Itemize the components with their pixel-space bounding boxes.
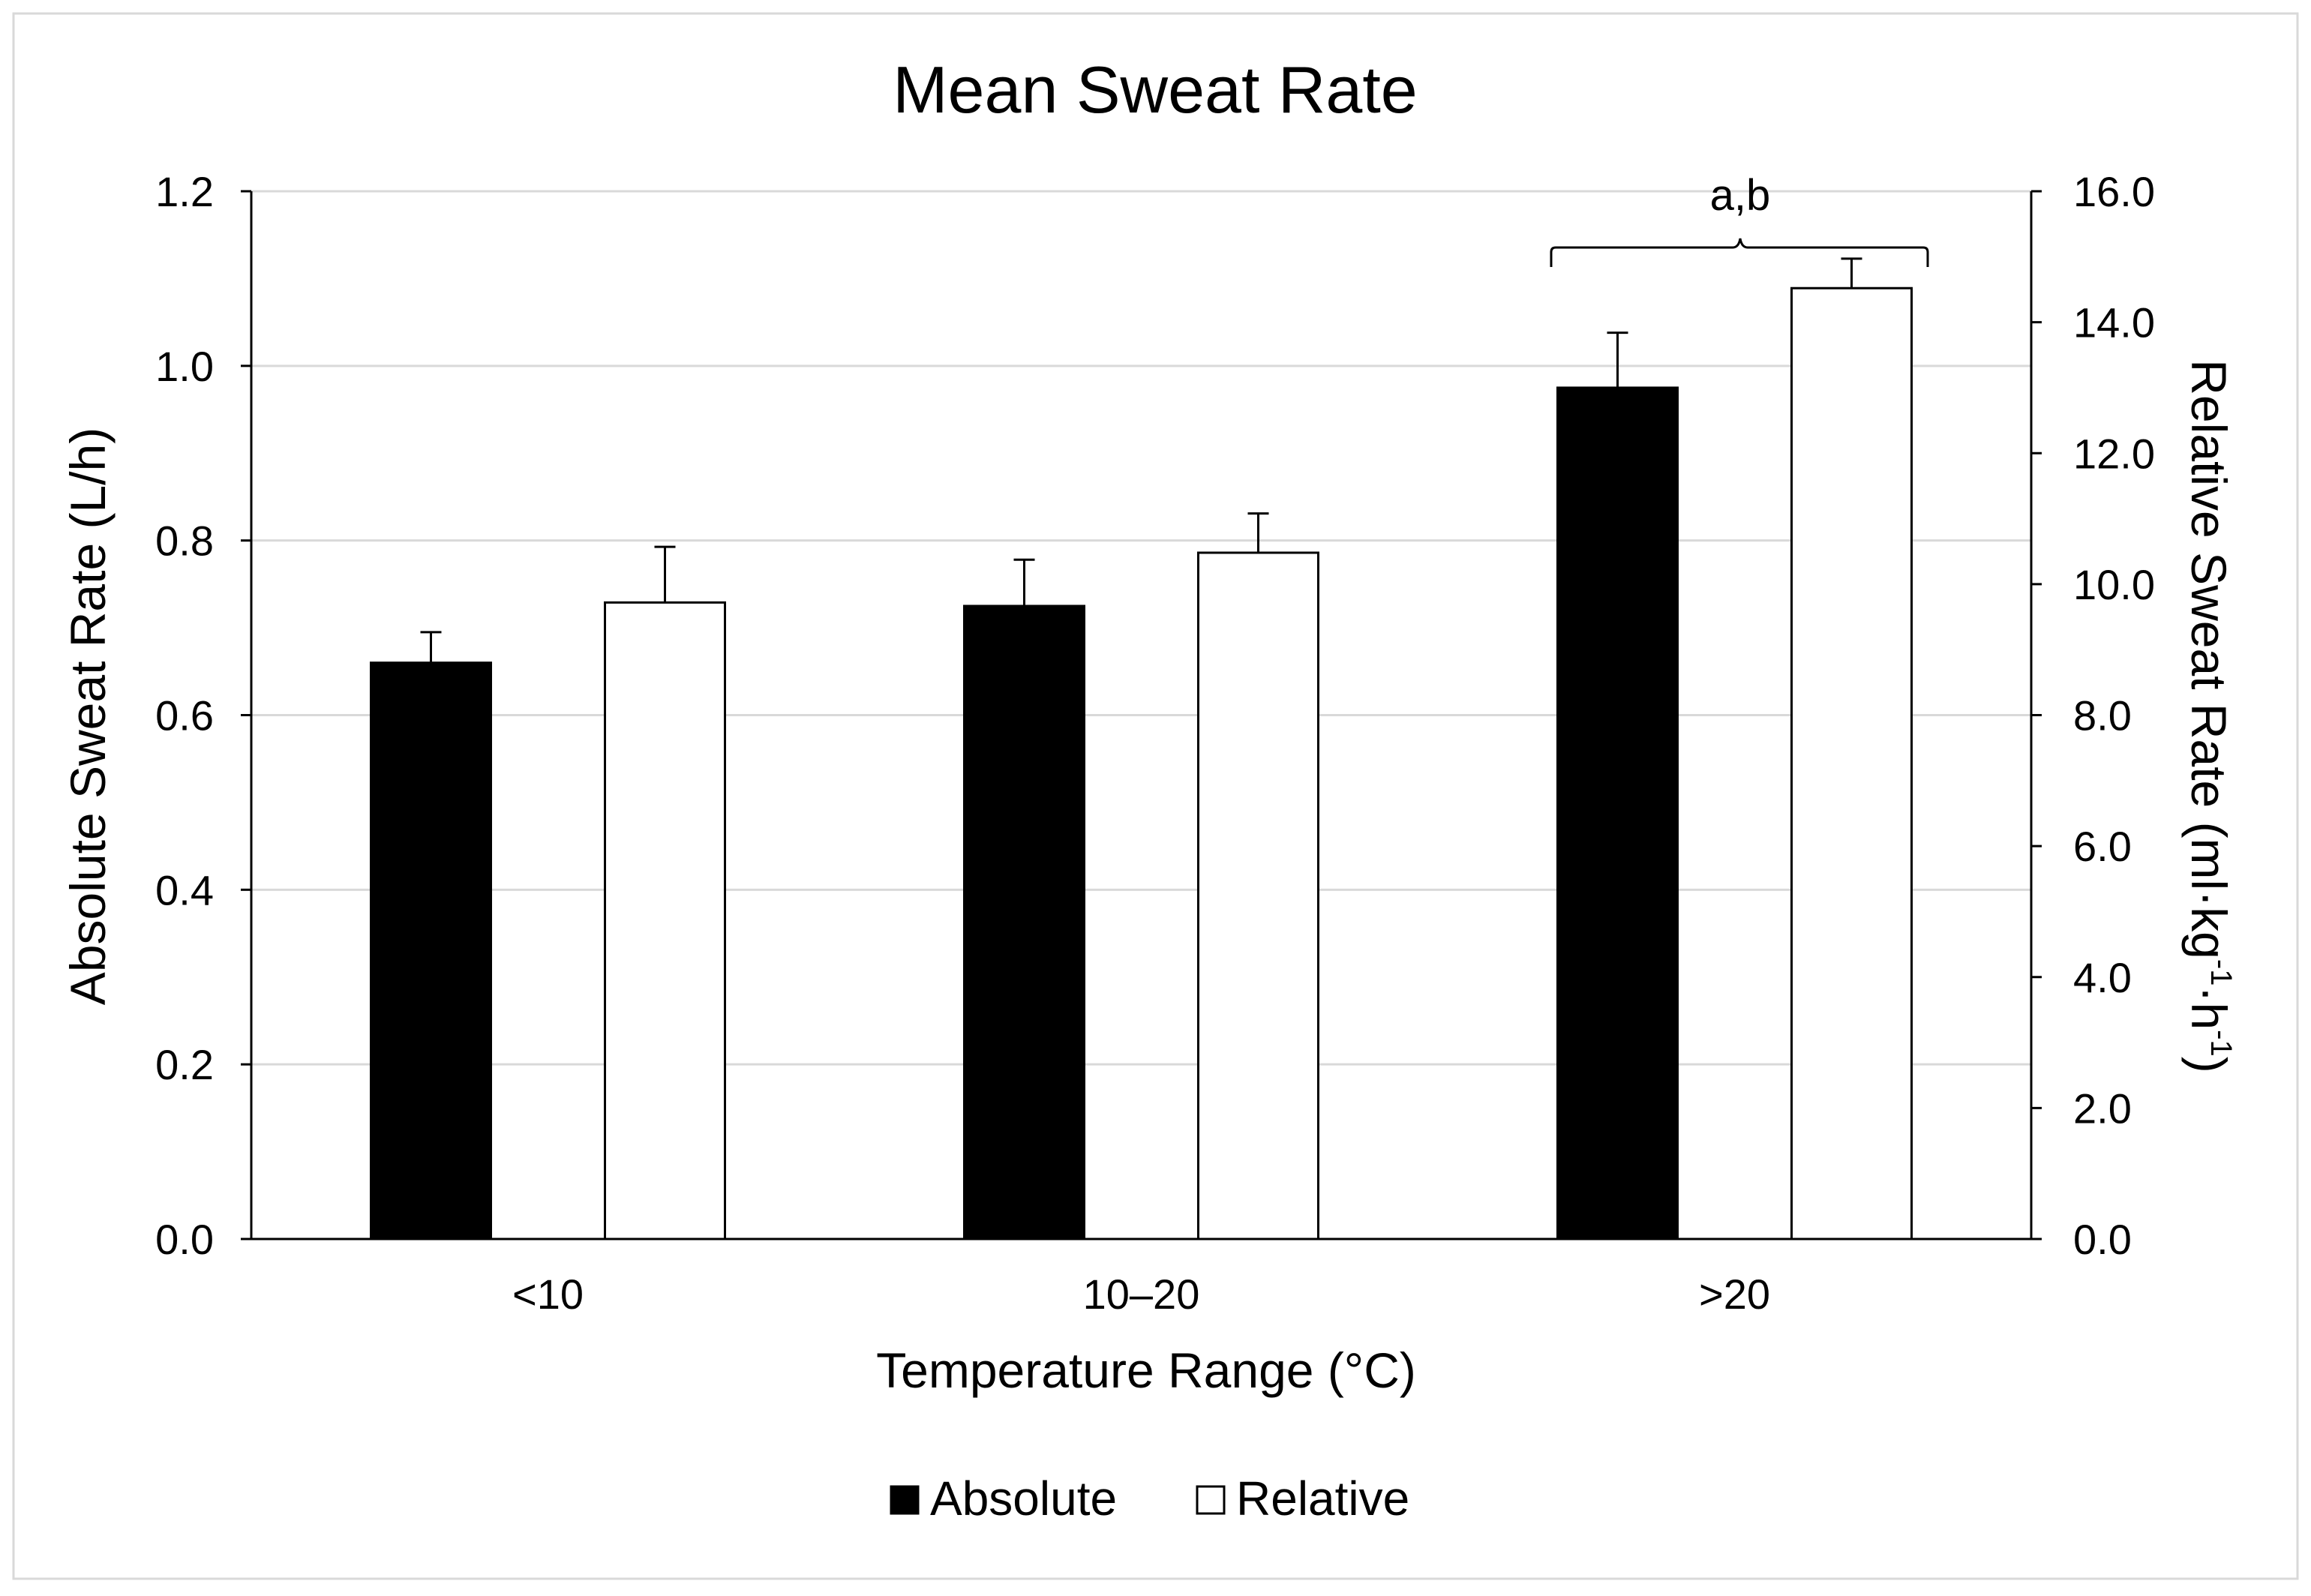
tick-labels: 0.0 0.2 0.4 0.6 0.8 1.0 1.2 0.0 2.0 4.0 6.0 8.0 10.0… (155, 168, 2155, 1318)
bar-relative (604, 601, 726, 1240)
x-tick-label: <10 (512, 1270, 584, 1318)
y-tick-label: 1.0 (155, 343, 214, 390)
significance-label: a,b (1710, 171, 1771, 220)
y2-tick-label: 8.0 (2073, 692, 2132, 740)
y2-axis-label-mid: ·h (2181, 986, 2237, 1030)
y2-axis-label-sup2: -1 (2204, 1030, 2237, 1057)
y-tick-label: 0.6 (155, 692, 214, 740)
y2-tick-label: 2.0 (2073, 1084, 2132, 1132)
y2-axis-label: Relative Sweat Rate (ml·kg-1·h-1) (2181, 359, 2237, 1072)
y-tick-label: 0.8 (155, 518, 214, 565)
x-tick-label: >20 (1699, 1270, 1770, 1318)
y2-tick-label: 0.0 (2073, 1216, 2132, 1263)
y-tick-label: 0.4 (155, 866, 214, 914)
y2-axis-label-sup1: -1 (2204, 959, 2237, 986)
bar-relative (1197, 551, 1319, 1240)
y2-tick-label: 14.0 (2073, 299, 2155, 346)
legend-label-absolute: Absolute (930, 1472, 1117, 1526)
y2-tick-label: 10.0 (2073, 561, 2155, 608)
bracket-line (1550, 238, 1929, 267)
legend-swatch-relative (1196, 1485, 1226, 1515)
legend: Absolute Relative (890, 1472, 1409, 1526)
y2-tick-label: 6.0 (2073, 823, 2132, 870)
y-tick-label: 0.2 (155, 1041, 214, 1088)
bar-absolute (370, 662, 492, 1240)
bar-absolute (963, 604, 1085, 1240)
y2-tick-label: 12.0 (2073, 430, 2155, 477)
bars (370, 257, 1913, 1240)
x-tick-label: 10–20 (1083, 1270, 1200, 1318)
axes (241, 190, 2042, 1240)
legend-swatch-absolute (890, 1485, 920, 1515)
y-tick-label: 0.0 (155, 1216, 214, 1263)
gridlines (251, 190, 2031, 1066)
legend-label-relative: Relative (1236, 1472, 1409, 1526)
y-axis-label: Absolute Sweat Rate (L/h) (60, 428, 116, 1005)
y2-axis-label-main: Relative Sweat Rate (ml·kg (2181, 359, 2237, 959)
y2-axis-label-end: ) (2181, 1057, 2237, 1073)
significance-bracket: a,b (1550, 171, 1929, 267)
y2-tick-label: 4.0 (2073, 954, 2132, 1001)
chart-title: Mean Sweat Rate (893, 52, 1418, 127)
x-axis-label: Temperature Range (°C) (876, 1342, 1416, 1398)
y-tick-label: 1.2 (155, 168, 214, 215)
bar-absolute (1556, 386, 1679, 1240)
y2-tick-label: 16.0 (2073, 168, 2155, 215)
bar-relative (1790, 286, 1913, 1240)
